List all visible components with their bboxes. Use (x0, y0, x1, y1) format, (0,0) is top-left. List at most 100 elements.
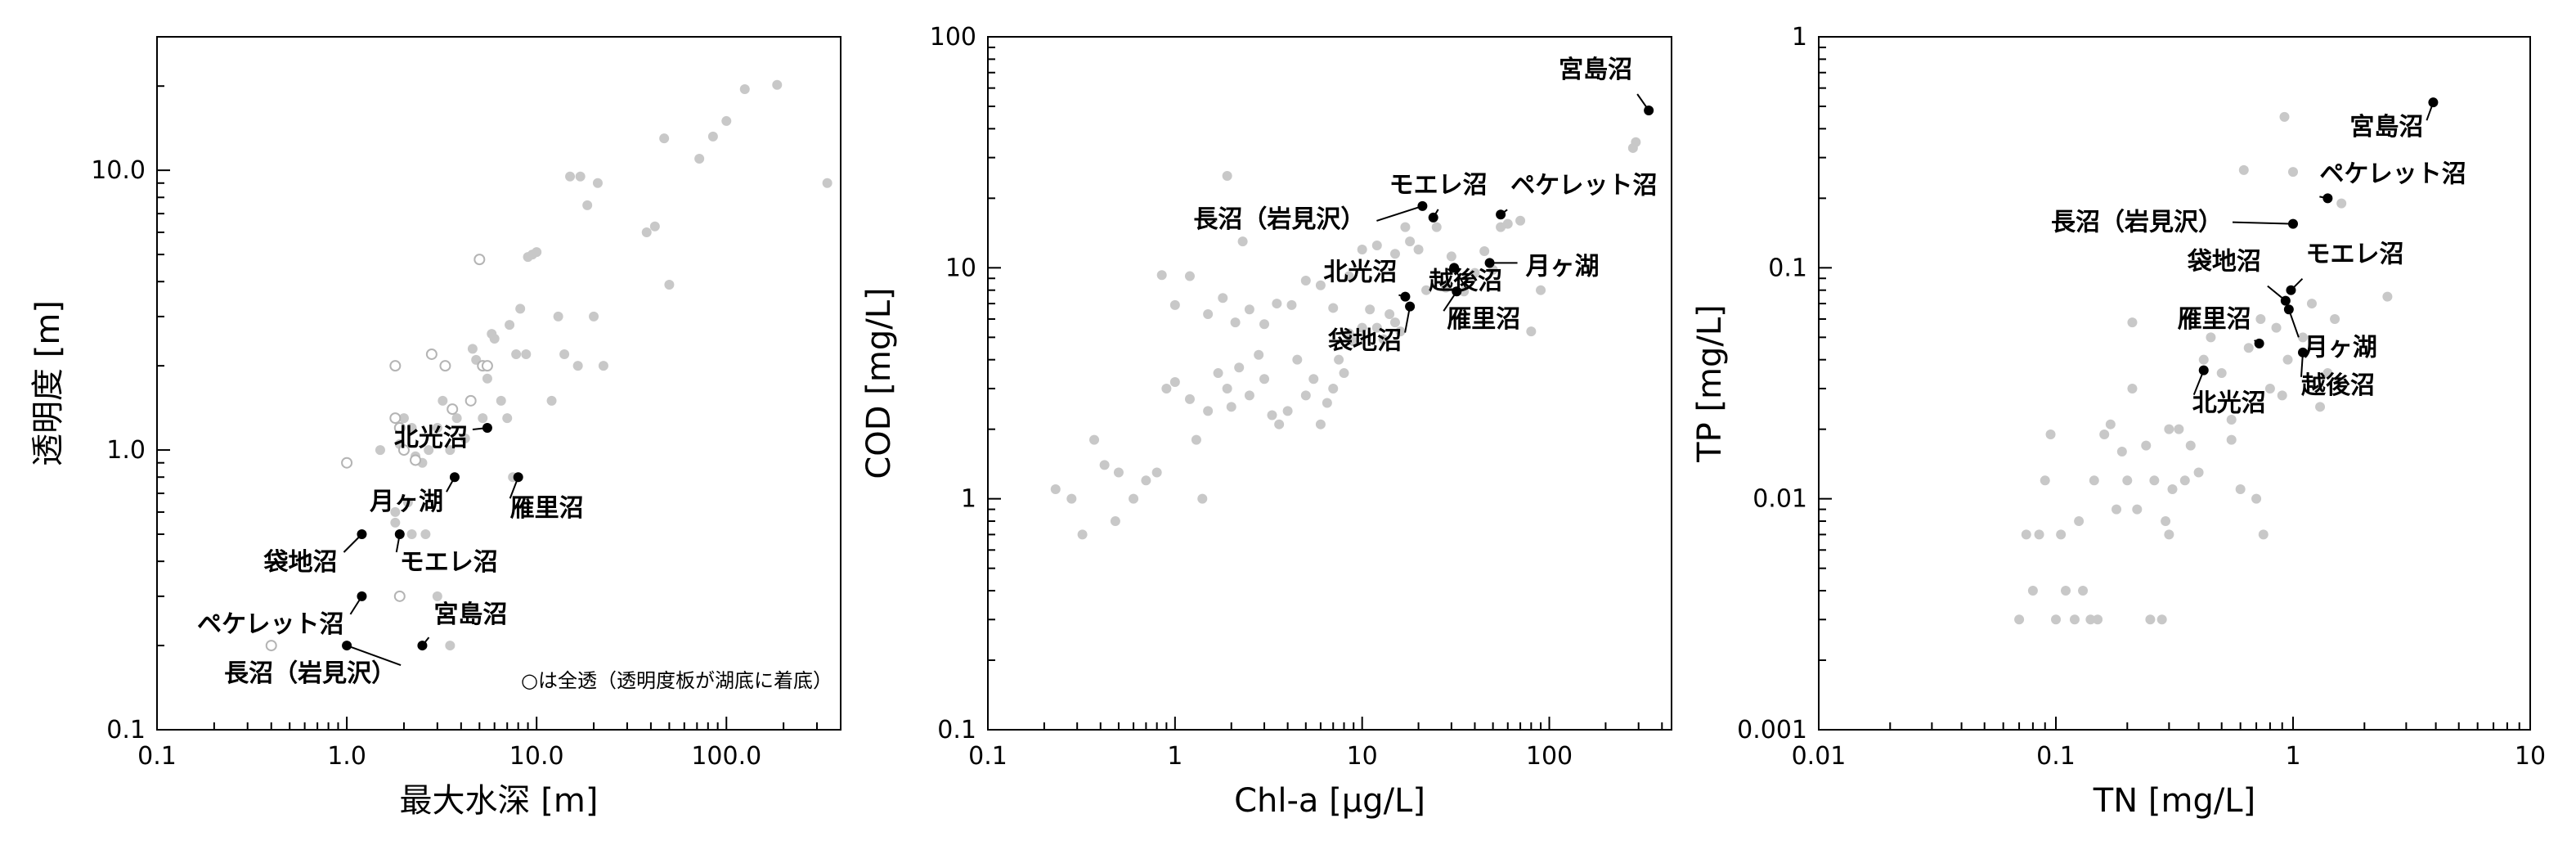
data-point (1308, 374, 1319, 385)
data-point (2251, 493, 2262, 504)
x-axis-title-chla: Chl-a [µg/L] (1234, 782, 1425, 820)
data-point (1515, 215, 1526, 226)
highlight-point (357, 529, 367, 540)
x-tick-label: 10 (2515, 742, 2546, 771)
data-point (598, 361, 608, 371)
highlight-point (394, 529, 405, 540)
highlight-point (1400, 291, 1411, 302)
y-axis-title-cod: COD [mg/L] (860, 287, 898, 479)
data-point (2330, 313, 2340, 324)
highlight-point (342, 641, 352, 651)
data-point (2167, 483, 2178, 494)
data-point (589, 311, 599, 322)
y-tick-label: 100 (930, 23, 976, 52)
data-point (521, 349, 532, 359)
data-point (482, 373, 492, 384)
data-point (1479, 246, 1490, 257)
data-point (1300, 390, 1311, 401)
data-point (2127, 383, 2138, 394)
y-tick-label: 10.0 (91, 156, 146, 185)
data-point (1344, 328, 1354, 339)
data-point (487, 329, 497, 340)
data-point (2238, 164, 2249, 175)
data-point (1226, 402, 1236, 412)
lake-label: 北光沼 (2192, 389, 2266, 418)
full-transparency-point (410, 454, 422, 466)
y-tick-label: 0.001 (1737, 716, 1807, 744)
data-point (2099, 429, 2110, 439)
data-point (1371, 322, 1382, 333)
highlight-point (357, 591, 367, 601)
x-tick-label: 100 (1526, 742, 1573, 771)
lake-label: 宮島沼 (1559, 56, 1632, 84)
data-point (2141, 440, 2152, 451)
data-point (1286, 299, 1297, 310)
full-transparency-point (425, 348, 438, 360)
full-transparency-point (481, 360, 493, 372)
data-point (1184, 394, 1195, 404)
data-point (2069, 614, 2080, 625)
data-point (1234, 362, 1245, 373)
data-point (2185, 440, 2196, 451)
data-point (1213, 368, 1223, 379)
data-point (659, 133, 670, 144)
highlight-point (2280, 295, 2291, 306)
data-point (1230, 317, 1241, 328)
data-point (572, 361, 583, 371)
x-tick-label: 10 (1347, 742, 1378, 771)
data-point (2193, 467, 2204, 478)
lake-label: 雁里沼 (1447, 305, 1520, 334)
data-point (1371, 240, 1382, 250)
data-point (1328, 303, 1339, 313)
data-point (565, 171, 576, 182)
data-point (2034, 529, 2044, 540)
lake-label: モエレ沼 (2305, 241, 2403, 269)
lake-label: 宮島沼 (433, 600, 507, 629)
data-point (1459, 286, 1470, 297)
highlight-point (2322, 193, 2333, 204)
x-tick-label: 1.0 (327, 742, 366, 771)
data-point (2306, 299, 2317, 309)
plot-frame (987, 36, 1672, 731)
y-tick-label: 0.01 (1752, 485, 1807, 514)
data-point (739, 83, 750, 94)
lake-label: 越後沼 (1429, 267, 1502, 295)
x-axis-title-depth: 最大水深 [m] (400, 782, 599, 820)
highlight-point (2198, 365, 2209, 376)
data-point (1328, 383, 1339, 394)
data-point (1357, 322, 1367, 333)
data-point (1389, 317, 1400, 328)
data-point (1272, 299, 1282, 309)
data-point (2255, 313, 2266, 324)
data-point (2027, 586, 2038, 596)
lake-label: モエレ沼 (400, 548, 498, 577)
data-point (2277, 390, 2287, 401)
data-point (2051, 614, 2061, 625)
data-point (1141, 475, 1151, 486)
data-point (2061, 586, 2071, 596)
data-point (2235, 483, 2246, 494)
data-point (515, 304, 526, 314)
data-point (1344, 271, 1354, 281)
data-point (460, 433, 470, 443)
highlight-point (482, 422, 492, 433)
x-tick-label: 0.1 (2036, 742, 2076, 771)
full-transparency-point (389, 360, 402, 372)
data-point (445, 641, 456, 651)
data-point (532, 247, 542, 258)
data-point (1089, 434, 1100, 445)
data-point (1151, 467, 1162, 478)
data-point (2226, 434, 2237, 445)
data-point (721, 115, 732, 126)
data-point (2243, 343, 2254, 353)
data-point (1384, 308, 1395, 319)
data-point (2298, 332, 2309, 343)
data-point (2156, 614, 2167, 625)
data-point (406, 422, 417, 433)
highlight-point (2254, 338, 2264, 349)
full-transparency-point (393, 421, 406, 434)
data-point (2085, 614, 2096, 625)
data-point (1254, 349, 1264, 360)
